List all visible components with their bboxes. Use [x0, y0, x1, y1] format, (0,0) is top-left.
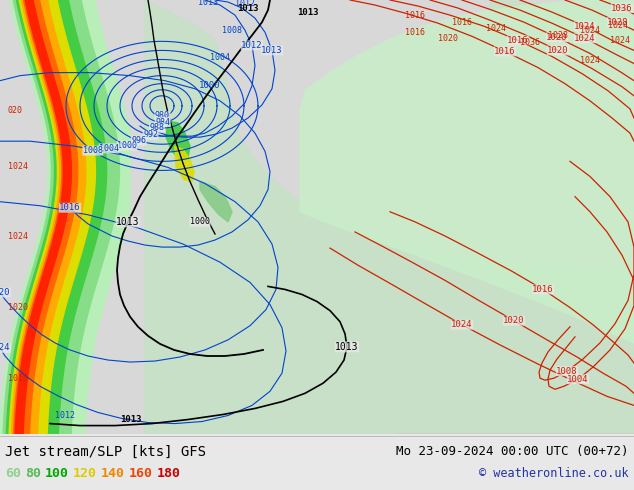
Text: 1024: 1024	[0, 343, 11, 352]
Text: 80: 80	[25, 467, 41, 480]
Text: 1024: 1024	[610, 36, 630, 45]
Text: Jet stream/SLP [kts] GFS: Jet stream/SLP [kts] GFS	[5, 445, 206, 459]
Text: 120: 120	[73, 467, 97, 480]
Polygon shape	[200, 181, 232, 222]
Text: 1024: 1024	[574, 34, 596, 43]
Text: 996: 996	[131, 136, 146, 145]
Text: 020: 020	[8, 106, 23, 116]
Text: 1020: 1020	[0, 288, 11, 297]
Text: 140: 140	[101, 467, 125, 480]
Text: 1013: 1013	[198, 0, 218, 6]
Text: 1020: 1020	[438, 34, 458, 43]
Polygon shape	[6, 0, 107, 434]
Text: 1008: 1008	[222, 26, 242, 35]
Text: 1028: 1028	[548, 31, 568, 40]
Text: 1016: 1016	[8, 374, 28, 383]
Polygon shape	[13, 0, 78, 434]
Text: 1008: 1008	[83, 146, 103, 155]
Text: 1004: 1004	[567, 375, 589, 384]
Polygon shape	[3, 0, 119, 434]
Text: 1016: 1016	[405, 28, 425, 37]
Text: 1013: 1013	[116, 217, 139, 227]
Text: 1013: 1013	[120, 415, 141, 424]
Polygon shape	[300, 0, 634, 343]
Text: 1016: 1016	[507, 36, 529, 45]
Text: 1020: 1020	[503, 316, 525, 325]
Text: 1016: 1016	[452, 18, 472, 26]
Text: 100: 100	[45, 467, 69, 480]
Text: 980: 980	[155, 111, 170, 121]
Text: 60: 60	[5, 467, 21, 480]
Text: 1012: 1012	[235, 0, 255, 7]
Polygon shape	[0, 0, 634, 434]
Polygon shape	[166, 121, 190, 159]
Polygon shape	[145, 0, 634, 434]
Text: © weatheronline.co.uk: © weatheronline.co.uk	[479, 467, 629, 480]
Text: 1008: 1008	[556, 367, 578, 376]
Text: 1024: 1024	[608, 21, 628, 30]
Text: Mo 23-09-2024 00:00 UTC (00+72): Mo 23-09-2024 00:00 UTC (00+72)	[396, 445, 629, 458]
Text: 1020: 1020	[547, 33, 568, 42]
Text: 1016: 1016	[405, 11, 425, 20]
Polygon shape	[15, 0, 72, 434]
Text: 1000: 1000	[117, 141, 137, 150]
Text: 1013: 1013	[237, 3, 259, 13]
Text: 1012: 1012	[55, 411, 75, 420]
Text: 1024: 1024	[580, 56, 600, 65]
Text: 1028: 1028	[607, 18, 629, 26]
Text: 1016: 1016	[495, 47, 515, 56]
Text: 1013: 1013	[297, 8, 319, 17]
Text: 992: 992	[143, 130, 158, 140]
Text: 1004: 1004	[99, 144, 119, 153]
Text: 180: 180	[157, 467, 181, 480]
Text: 988: 988	[150, 123, 164, 132]
Text: 1013: 1013	[261, 46, 283, 55]
Text: 1000: 1000	[190, 218, 210, 226]
Text: 1036: 1036	[611, 3, 633, 13]
Text: 1020: 1020	[547, 46, 569, 55]
Polygon shape	[175, 146, 194, 181]
Polygon shape	[9, 0, 95, 434]
Polygon shape	[0, 0, 130, 434]
Text: 1016: 1016	[59, 203, 81, 212]
Text: 1016: 1016	[533, 285, 553, 294]
Text: 1012: 1012	[242, 41, 262, 50]
Text: 1024: 1024	[8, 232, 28, 242]
Text: 1024: 1024	[8, 162, 28, 171]
Text: 1036: 1036	[520, 38, 540, 47]
Text: 1024: 1024	[574, 22, 596, 31]
Text: 1004: 1004	[210, 53, 230, 62]
Text: 1020: 1020	[8, 303, 28, 312]
Text: 1024: 1024	[580, 26, 600, 35]
Text: 1024: 1024	[486, 24, 506, 33]
Text: 984: 984	[155, 118, 171, 126]
Polygon shape	[11, 0, 86, 434]
Text: 1000: 1000	[199, 81, 221, 90]
Text: 160: 160	[129, 467, 153, 480]
Polygon shape	[490, 0, 634, 40]
Text: 1013: 1013	[335, 342, 359, 352]
Text: 1024: 1024	[451, 320, 473, 329]
